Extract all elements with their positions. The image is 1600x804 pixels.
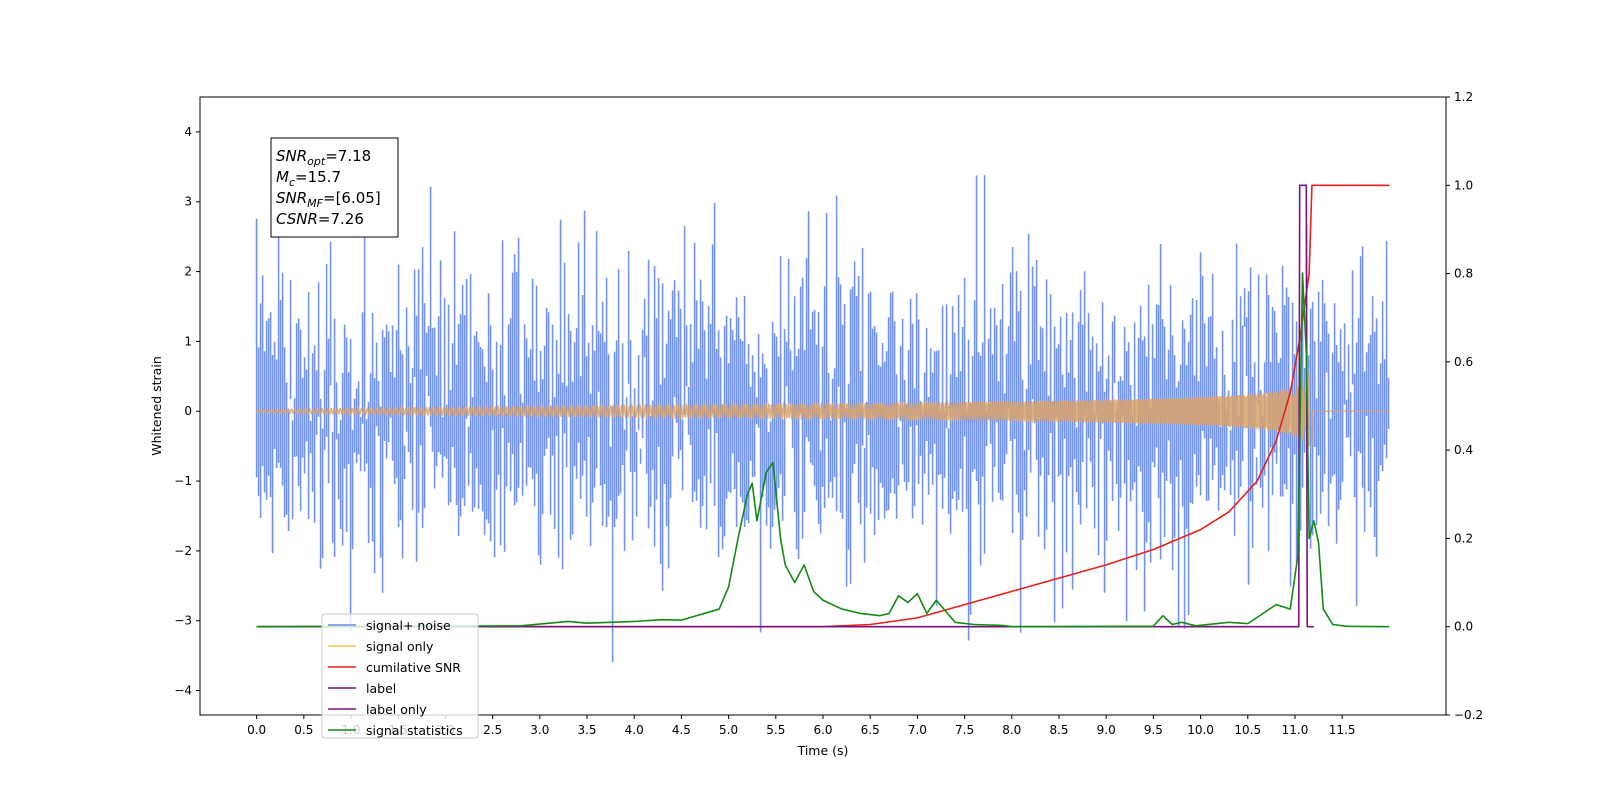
annotation-subscript: opt (307, 155, 326, 168)
legend-label: label (366, 681, 396, 696)
y2-tick-label: 1.2 (1454, 90, 1473, 104)
x-tick-label: 9.5 (1144, 723, 1163, 737)
x-tick-label: 2.5 (483, 723, 502, 737)
y-tick-label: 3 (184, 195, 192, 209)
x-tick-label: 10.5 (1234, 723, 1261, 737)
series-signal-only (256, 371, 1390, 447)
x-tick-label: 11.0 (1282, 723, 1309, 737)
x-tick-label: 0.5 (294, 723, 313, 737)
x-tick-label: 0.0 (247, 723, 266, 737)
x-tick-label: 4.0 (625, 723, 644, 737)
y2-tick-label: 1.0 (1454, 178, 1473, 192)
legend-label: signal+ noise (366, 618, 451, 633)
annotation-subscript: MF (307, 197, 323, 210)
x-axis-label: Time (s) (797, 743, 849, 758)
annotation-value: =7.18 (325, 147, 371, 165)
annotation-symbol: M (276, 168, 289, 186)
y-tick-label: −1 (174, 474, 192, 488)
x-tick-label: 7.0 (908, 723, 927, 737)
y-tick-label: 1 (184, 334, 192, 348)
y2-tick-label: 0.2 (1454, 531, 1473, 545)
x-tick-label: 8.0 (1002, 723, 1021, 737)
x-tick-label: 6.5 (861, 723, 880, 737)
legend-frame (321, 613, 479, 739)
series-cumilative-snr (256, 184, 1390, 628)
x-tick-label: 11.5 (1329, 723, 1356, 737)
legend: signal+ noise signal only cumilative SNR la… (321, 613, 479, 739)
y2-tick-label: 0.0 (1454, 620, 1473, 634)
x-tick-label: 5.0 (719, 723, 738, 737)
x-tick-label: 3.0 (530, 723, 549, 737)
legend-label: signal statistics (366, 723, 463, 738)
x-tick-label: 8.5 (1049, 723, 1068, 737)
y-tick-label: −2 (174, 544, 192, 558)
annotation-line: SNRopt=7.18 (276, 147, 371, 168)
y-axis-label: Whitened strain (149, 356, 164, 455)
x-tick-label: 10.0 (1187, 723, 1214, 737)
y2-tick-label: 0.8 (1454, 267, 1473, 281)
series-signal-statistics (256, 272, 1390, 628)
x-tick-label: 4.5 (672, 723, 691, 737)
x-tick-label: 3.5 (577, 723, 596, 737)
y-tick-label: 2 (184, 265, 192, 279)
annotation-subscript: c (289, 176, 295, 189)
legend-label: signal only (366, 639, 434, 654)
y-tick-label: −3 (174, 614, 192, 628)
x-tick-label: 7.5 (955, 723, 974, 737)
plot-area (255, 175, 1390, 663)
annotation-symbol: CSNR (276, 210, 318, 228)
annotation-symbol: SNR (276, 147, 307, 165)
legend-label: label only (366, 702, 427, 717)
y-tick-label: 4 (184, 125, 192, 139)
annotation-line: CSNR=7.26 (276, 210, 364, 228)
annotation-line: SNRMF=[6.05] (276, 189, 381, 210)
y2-tick-label: 0.4 (1454, 443, 1473, 457)
plot-layer (255, 175, 1390, 663)
y-tick-label: −4 (174, 684, 192, 698)
annotation-line: Mc=15.7 (276, 168, 341, 189)
annotation-value: =7.26 (318, 210, 364, 228)
annotation-value: =[6.05] (323, 189, 381, 207)
y2-tick-label: 0.6 (1454, 355, 1473, 369)
y-tick-label: 0 (184, 404, 192, 418)
x-tick-label: 5.5 (766, 723, 785, 737)
annotation-frame (270, 137, 399, 238)
x-tick-label: 9.0 (1097, 723, 1116, 737)
y2-tick-label: −0.2 (1454, 708, 1483, 722)
x-tick-label: 6.0 (813, 723, 832, 737)
legend-label: cumilative SNR (366, 660, 461, 675)
annotation-value: =15.7 (295, 168, 341, 186)
annotation-symbol: SNR (276, 189, 307, 207)
